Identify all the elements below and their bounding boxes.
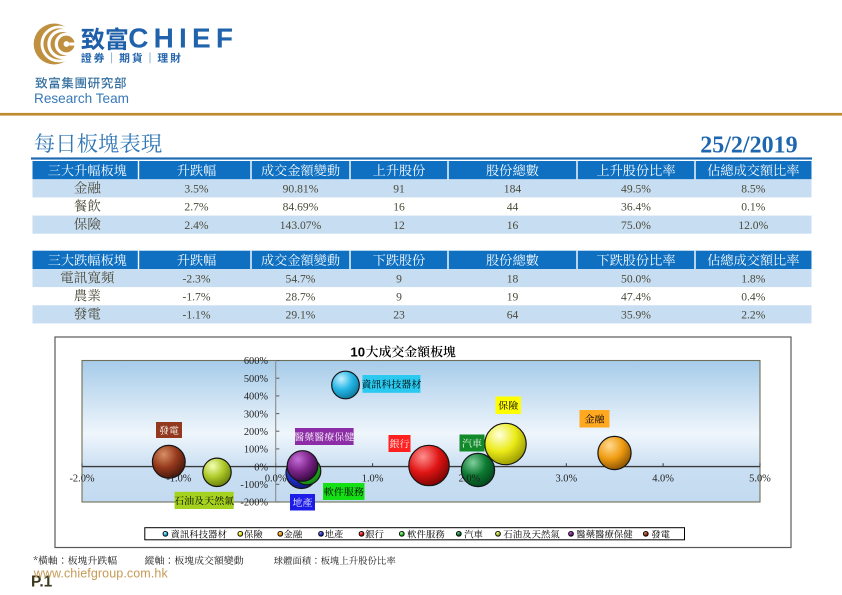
svg-text:12.0%: 12.0% xyxy=(738,219,768,232)
svg-text:29.1%: 29.1% xyxy=(286,309,316,322)
svg-text:143.07%: 143.07% xyxy=(280,219,322,232)
svg-text:2.4%: 2.4% xyxy=(184,219,208,232)
svg-text:3.5%: 3.5% xyxy=(184,183,208,196)
svg-text:3.0%: 3.0% xyxy=(555,473,577,484)
svg-text:19: 19 xyxy=(507,290,519,303)
svg-text:300%: 300% xyxy=(244,409,269,420)
svg-text:64: 64 xyxy=(507,309,519,322)
svg-text:44: 44 xyxy=(507,201,519,214)
svg-text:35.9%: 35.9% xyxy=(621,309,651,322)
svg-text:5.0%: 5.0% xyxy=(749,473,771,484)
svg-text:400%: 400% xyxy=(244,392,269,403)
svg-text:-1.7%: -1.7% xyxy=(182,290,210,303)
svg-text:23: 23 xyxy=(393,309,405,322)
svg-text:36.4%: 36.4% xyxy=(621,201,651,214)
svg-text:9: 9 xyxy=(396,290,402,303)
svg-text:CHIEF: CHIEF xyxy=(128,23,238,54)
svg-text:9: 9 xyxy=(396,272,402,285)
svg-text:www.chiefgroup.com.hk: www.chiefgroup.com.hk xyxy=(33,566,169,580)
svg-text:12: 12 xyxy=(393,219,405,232)
svg-text:54.7%: 54.7% xyxy=(286,272,316,285)
svg-text:91: 91 xyxy=(393,183,405,196)
svg-text:1.8%: 1.8% xyxy=(741,272,765,285)
svg-text:-2.0%: -2.0% xyxy=(69,473,94,484)
svg-text:90.81%: 90.81% xyxy=(283,183,319,196)
svg-text:-200%: -200% xyxy=(240,498,268,509)
svg-text:500%: 500% xyxy=(244,374,269,385)
svg-text:28.7%: 28.7% xyxy=(286,290,316,303)
svg-text:-2.3%: -2.3% xyxy=(182,272,210,285)
svg-text:200%: 200% xyxy=(244,427,269,438)
svg-text:18: 18 xyxy=(507,272,519,285)
svg-text:184: 184 xyxy=(504,183,522,196)
svg-text:600%: 600% xyxy=(244,356,269,367)
svg-text:0.1%: 0.1% xyxy=(741,201,765,214)
svg-text:100%: 100% xyxy=(244,445,269,456)
svg-text:25/2/2019: 25/2/2019 xyxy=(700,132,797,158)
svg-text:-100%: -100% xyxy=(240,480,268,491)
svg-text:49.5%: 49.5% xyxy=(621,183,651,196)
svg-text:0%: 0% xyxy=(254,462,268,473)
svg-text:0.4%: 0.4% xyxy=(741,290,765,303)
svg-text:1.0%: 1.0% xyxy=(362,473,384,484)
svg-text:47.4%: 47.4% xyxy=(621,290,651,303)
svg-text:8.5%: 8.5% xyxy=(741,183,765,196)
svg-text:-1.1%: -1.1% xyxy=(182,309,210,322)
svg-text:10: 10 xyxy=(350,344,365,359)
svg-text:50.0%: 50.0% xyxy=(621,272,651,285)
svg-text:0.0%: 0.0% xyxy=(265,473,287,484)
svg-text:2.2%: 2.2% xyxy=(741,309,765,322)
svg-text:16: 16 xyxy=(393,201,405,214)
svg-text:2.0%: 2.0% xyxy=(459,473,481,484)
svg-text:-1.0%: -1.0% xyxy=(166,473,191,484)
svg-text:16: 16 xyxy=(507,219,519,232)
svg-text:84.69%: 84.69% xyxy=(283,201,319,214)
svg-text:Research Team: Research Team xyxy=(34,91,129,106)
svg-text:2.7%: 2.7% xyxy=(184,201,208,214)
svg-text:75.0%: 75.0% xyxy=(621,219,651,232)
svg-text:4.0%: 4.0% xyxy=(652,473,674,484)
svg-text:P.1: P.1 xyxy=(31,574,53,591)
